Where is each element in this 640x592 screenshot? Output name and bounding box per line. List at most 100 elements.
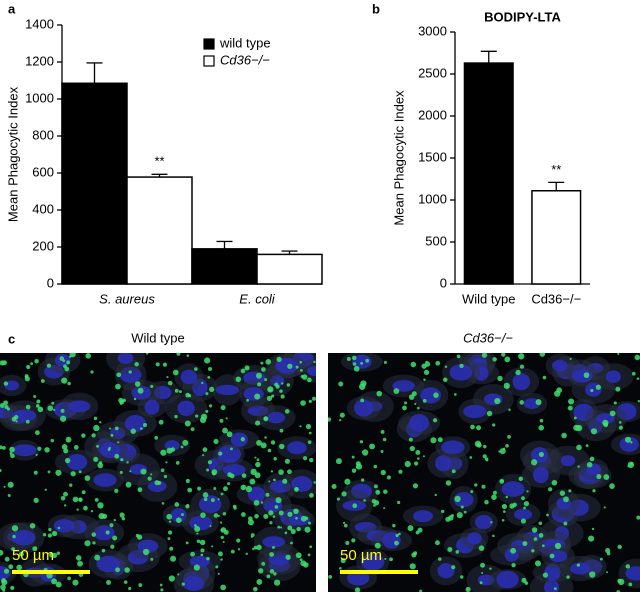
nucleus <box>474 515 493 530</box>
particle <box>606 571 609 574</box>
particle <box>275 384 280 389</box>
particle <box>9 446 15 453</box>
y-tick-label: 500 <box>425 233 447 248</box>
particle <box>44 447 50 453</box>
particle <box>606 551 611 556</box>
particle <box>290 541 293 545</box>
particle <box>258 568 264 574</box>
particle <box>546 513 549 517</box>
particle <box>51 578 58 585</box>
particle <box>637 399 640 403</box>
particle <box>433 392 439 398</box>
particle <box>47 405 54 412</box>
particle <box>376 390 383 397</box>
particle <box>567 405 573 411</box>
nucleus <box>53 519 75 533</box>
particle <box>93 424 100 432</box>
particle <box>25 419 30 424</box>
particle <box>200 512 206 518</box>
particle <box>34 430 40 436</box>
particle <box>526 490 529 493</box>
particle <box>261 367 266 372</box>
particle <box>213 487 217 491</box>
particle <box>438 557 442 561</box>
particle <box>226 431 233 438</box>
particle <box>432 418 438 423</box>
particle <box>47 533 53 538</box>
particle <box>266 395 273 401</box>
particle <box>135 533 140 538</box>
particle <box>35 453 38 456</box>
particle <box>539 353 546 357</box>
particle <box>511 563 516 568</box>
particle <box>295 552 302 559</box>
particle <box>84 475 91 481</box>
particle <box>227 472 233 478</box>
particle <box>114 488 119 494</box>
nucleus <box>437 563 455 579</box>
particle <box>29 522 36 529</box>
particle <box>365 358 370 363</box>
particle <box>93 456 99 463</box>
nucleus <box>183 576 205 592</box>
nucleus <box>353 399 374 417</box>
particle <box>254 456 257 459</box>
particle <box>65 436 72 443</box>
particle <box>410 361 417 368</box>
nucleus <box>625 566 640 581</box>
particle <box>382 437 387 442</box>
particle <box>273 579 281 586</box>
particle <box>573 424 580 431</box>
particle <box>583 372 590 379</box>
y-tick-label: 1200 <box>25 53 54 68</box>
particle <box>521 496 525 501</box>
particle <box>265 359 272 365</box>
micrograph: 50 µm <box>0 353 316 592</box>
particle <box>489 567 492 571</box>
particle <box>218 451 223 456</box>
particle <box>340 558 346 564</box>
particle <box>94 497 99 502</box>
nucleus <box>177 400 195 417</box>
particle <box>235 376 242 383</box>
particle <box>0 584 6 591</box>
particle <box>299 360 302 364</box>
particle <box>515 369 521 376</box>
particle <box>220 558 223 561</box>
particle <box>109 427 112 430</box>
particle <box>617 544 622 550</box>
particle <box>421 363 427 369</box>
particle <box>177 573 180 576</box>
bar <box>126 176 193 285</box>
particle <box>113 518 116 522</box>
particle <box>61 377 68 384</box>
particle <box>166 447 173 454</box>
particle <box>46 363 51 368</box>
nucleus <box>552 360 568 372</box>
particle <box>194 367 198 371</box>
particle <box>167 537 171 540</box>
nucleus <box>189 555 211 567</box>
particle <box>223 486 228 492</box>
particle <box>219 521 223 524</box>
nucleus <box>549 550 568 563</box>
particle <box>227 482 231 486</box>
particle <box>236 538 241 543</box>
particle <box>425 360 428 364</box>
particle <box>63 448 69 454</box>
particle <box>170 555 177 562</box>
particle <box>222 427 228 434</box>
particle <box>195 414 199 418</box>
particle <box>197 486 202 491</box>
particle <box>209 525 212 528</box>
particle <box>284 458 290 464</box>
nucleus <box>501 481 525 497</box>
particle <box>261 561 266 566</box>
particle <box>260 442 267 449</box>
particle <box>11 547 16 551</box>
particle <box>585 444 589 448</box>
particle <box>256 458 260 462</box>
particle <box>285 554 291 560</box>
particle <box>15 420 18 423</box>
particle <box>328 417 332 422</box>
